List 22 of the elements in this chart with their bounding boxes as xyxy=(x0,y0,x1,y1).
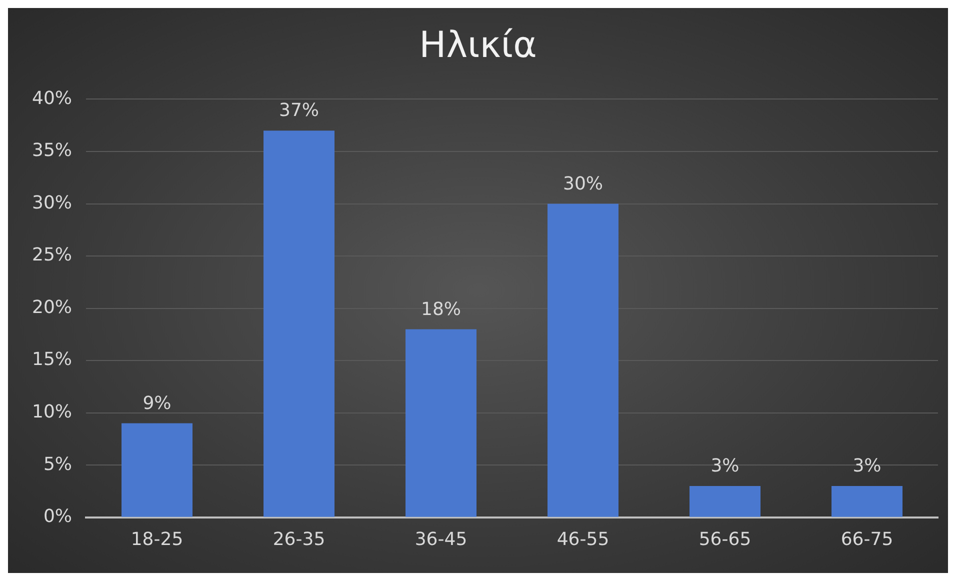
y-tick-label: 25% xyxy=(32,244,72,266)
y-tick-label: 30% xyxy=(32,192,72,214)
data-label: 18% xyxy=(420,298,462,320)
x-tick-label: 56-65 xyxy=(698,528,752,550)
x-tick-label: 66-75 xyxy=(840,528,894,550)
data-label: 37% xyxy=(279,100,320,122)
x-tick-label: 18-25 xyxy=(130,528,184,550)
y-tick-label: 40% xyxy=(32,88,72,109)
x-tick-label: 36-45 xyxy=(414,528,468,550)
data-label: 9% xyxy=(142,392,172,414)
chart-title: Ηλικία xyxy=(419,24,537,66)
y-tick-label: 0% xyxy=(43,506,72,528)
data-label: 3% xyxy=(710,456,740,477)
y-tick-label: 15% xyxy=(32,349,72,370)
x-tick-label: 26-35 xyxy=(272,528,326,550)
data-label: 30% xyxy=(562,173,604,194)
y-tick-label: 5% xyxy=(43,454,72,475)
x-tick-label: 46-55 xyxy=(556,528,610,550)
y-tick-label: 10% xyxy=(32,402,72,423)
y-tick-label: 35% xyxy=(32,140,72,162)
data-label: 3% xyxy=(852,456,882,477)
y-tick-label: 20% xyxy=(32,296,72,318)
